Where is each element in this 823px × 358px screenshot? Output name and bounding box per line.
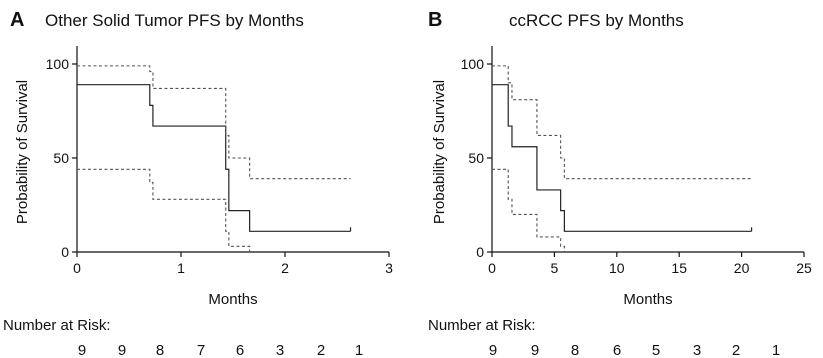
panel-b-x-axis-label: Months: [623, 291, 672, 308]
panel-a-risk-count: 2: [317, 342, 325, 358]
panel-b-y-tick-label: 100: [461, 56, 485, 72]
panel-b-plot: 0 50 100 0 5 10 15 20 25: [461, 46, 812, 276]
panel-a-risk-count: 9: [118, 342, 126, 358]
panel-a-y-tick-label: 50: [53, 150, 69, 166]
panel-a-estimate-line: [77, 84, 351, 232]
panel-a-x-tick-label: 2: [281, 260, 289, 276]
panel-a-risk-count: 7: [197, 342, 205, 358]
panel-b-risk-count: 6: [613, 342, 621, 358]
panel-b-risk-label: Number at Risk:: [428, 317, 536, 334]
panel-b-risk-row: 9 9 8 6 5 3 2 1: [489, 342, 780, 358]
panel-b-x-tick-label: 5: [551, 260, 559, 276]
panel-a-risk-count: 8: [156, 342, 164, 358]
panel-a-risk-label: Number at Risk:: [3, 317, 111, 334]
panel-a-risk-count: 6: [236, 342, 244, 358]
panel-a-x-tick-label: 1: [177, 260, 185, 276]
panel-b-risk-count: 3: [693, 342, 701, 358]
panel-b-title: ccRCC PFS by Months: [509, 11, 684, 30]
panel-a-risk-count: 3: [276, 342, 284, 358]
panel-b-risk-count: 5: [652, 342, 660, 358]
panel-b-lower-ci-line: [492, 168, 565, 252]
panel-a-upper-ci-line: [77, 65, 351, 180]
panel-a-x-tick-label: 3: [385, 260, 393, 276]
panel-b-risk-count: 1: [772, 342, 780, 358]
panel-b-upper-ci-line: [492, 65, 752, 180]
panel-a-risk-row: 9 9 8 7 6 3 2 1: [78, 342, 363, 358]
panel-a-y-tick-label: 100: [46, 56, 70, 72]
panel-a-risk-count: 1: [355, 342, 363, 358]
panel-b-x-tick-label: 20: [734, 260, 750, 276]
panel-b-y-tick-label: 0: [476, 244, 484, 260]
panel-a-lower-ci-line: [77, 168, 251, 252]
panel-b-estimate-line: [492, 84, 752, 232]
panel-b-risk-count: 8: [571, 342, 579, 358]
panel-b-letter: B: [428, 9, 442, 31]
panel-b-x-tick-label: 25: [796, 260, 812, 276]
panel-a-title: Other Solid Tumor PFS by Months: [45, 11, 304, 30]
panel-b-x-tick-label: 0: [488, 260, 496, 276]
panel-b-risk-count: 9: [531, 342, 539, 358]
panel-a-letter: A: [10, 9, 24, 31]
panel-b-y-axis-label: Probability of Survival: [431, 80, 448, 224]
panel-b-risk-count: 9: [489, 342, 497, 358]
panel-a: A Other Solid Tumor PFS by Months Probab…: [3, 9, 393, 358]
panel-b-y-tick-label: 50: [468, 150, 484, 166]
panel-a-plot: 0 50 100 0 1 2 3: [46, 46, 393, 276]
panel-b: B ccRCC PFS by Months Probability of Sur…: [428, 9, 812, 358]
panel-b-x-tick-label: 10: [609, 260, 625, 276]
panel-a-y-axis-label: Probability of Survival: [14, 80, 31, 224]
panel-a-x-axis-label: Months: [208, 291, 257, 308]
panel-a-risk-count: 9: [78, 342, 86, 358]
panel-a-x-tick-label: 0: [73, 260, 81, 276]
panel-a-y-tick-label: 0: [61, 244, 69, 260]
panel-b-x-tick-label: 15: [671, 260, 687, 276]
panel-b-risk-count: 2: [732, 342, 740, 358]
